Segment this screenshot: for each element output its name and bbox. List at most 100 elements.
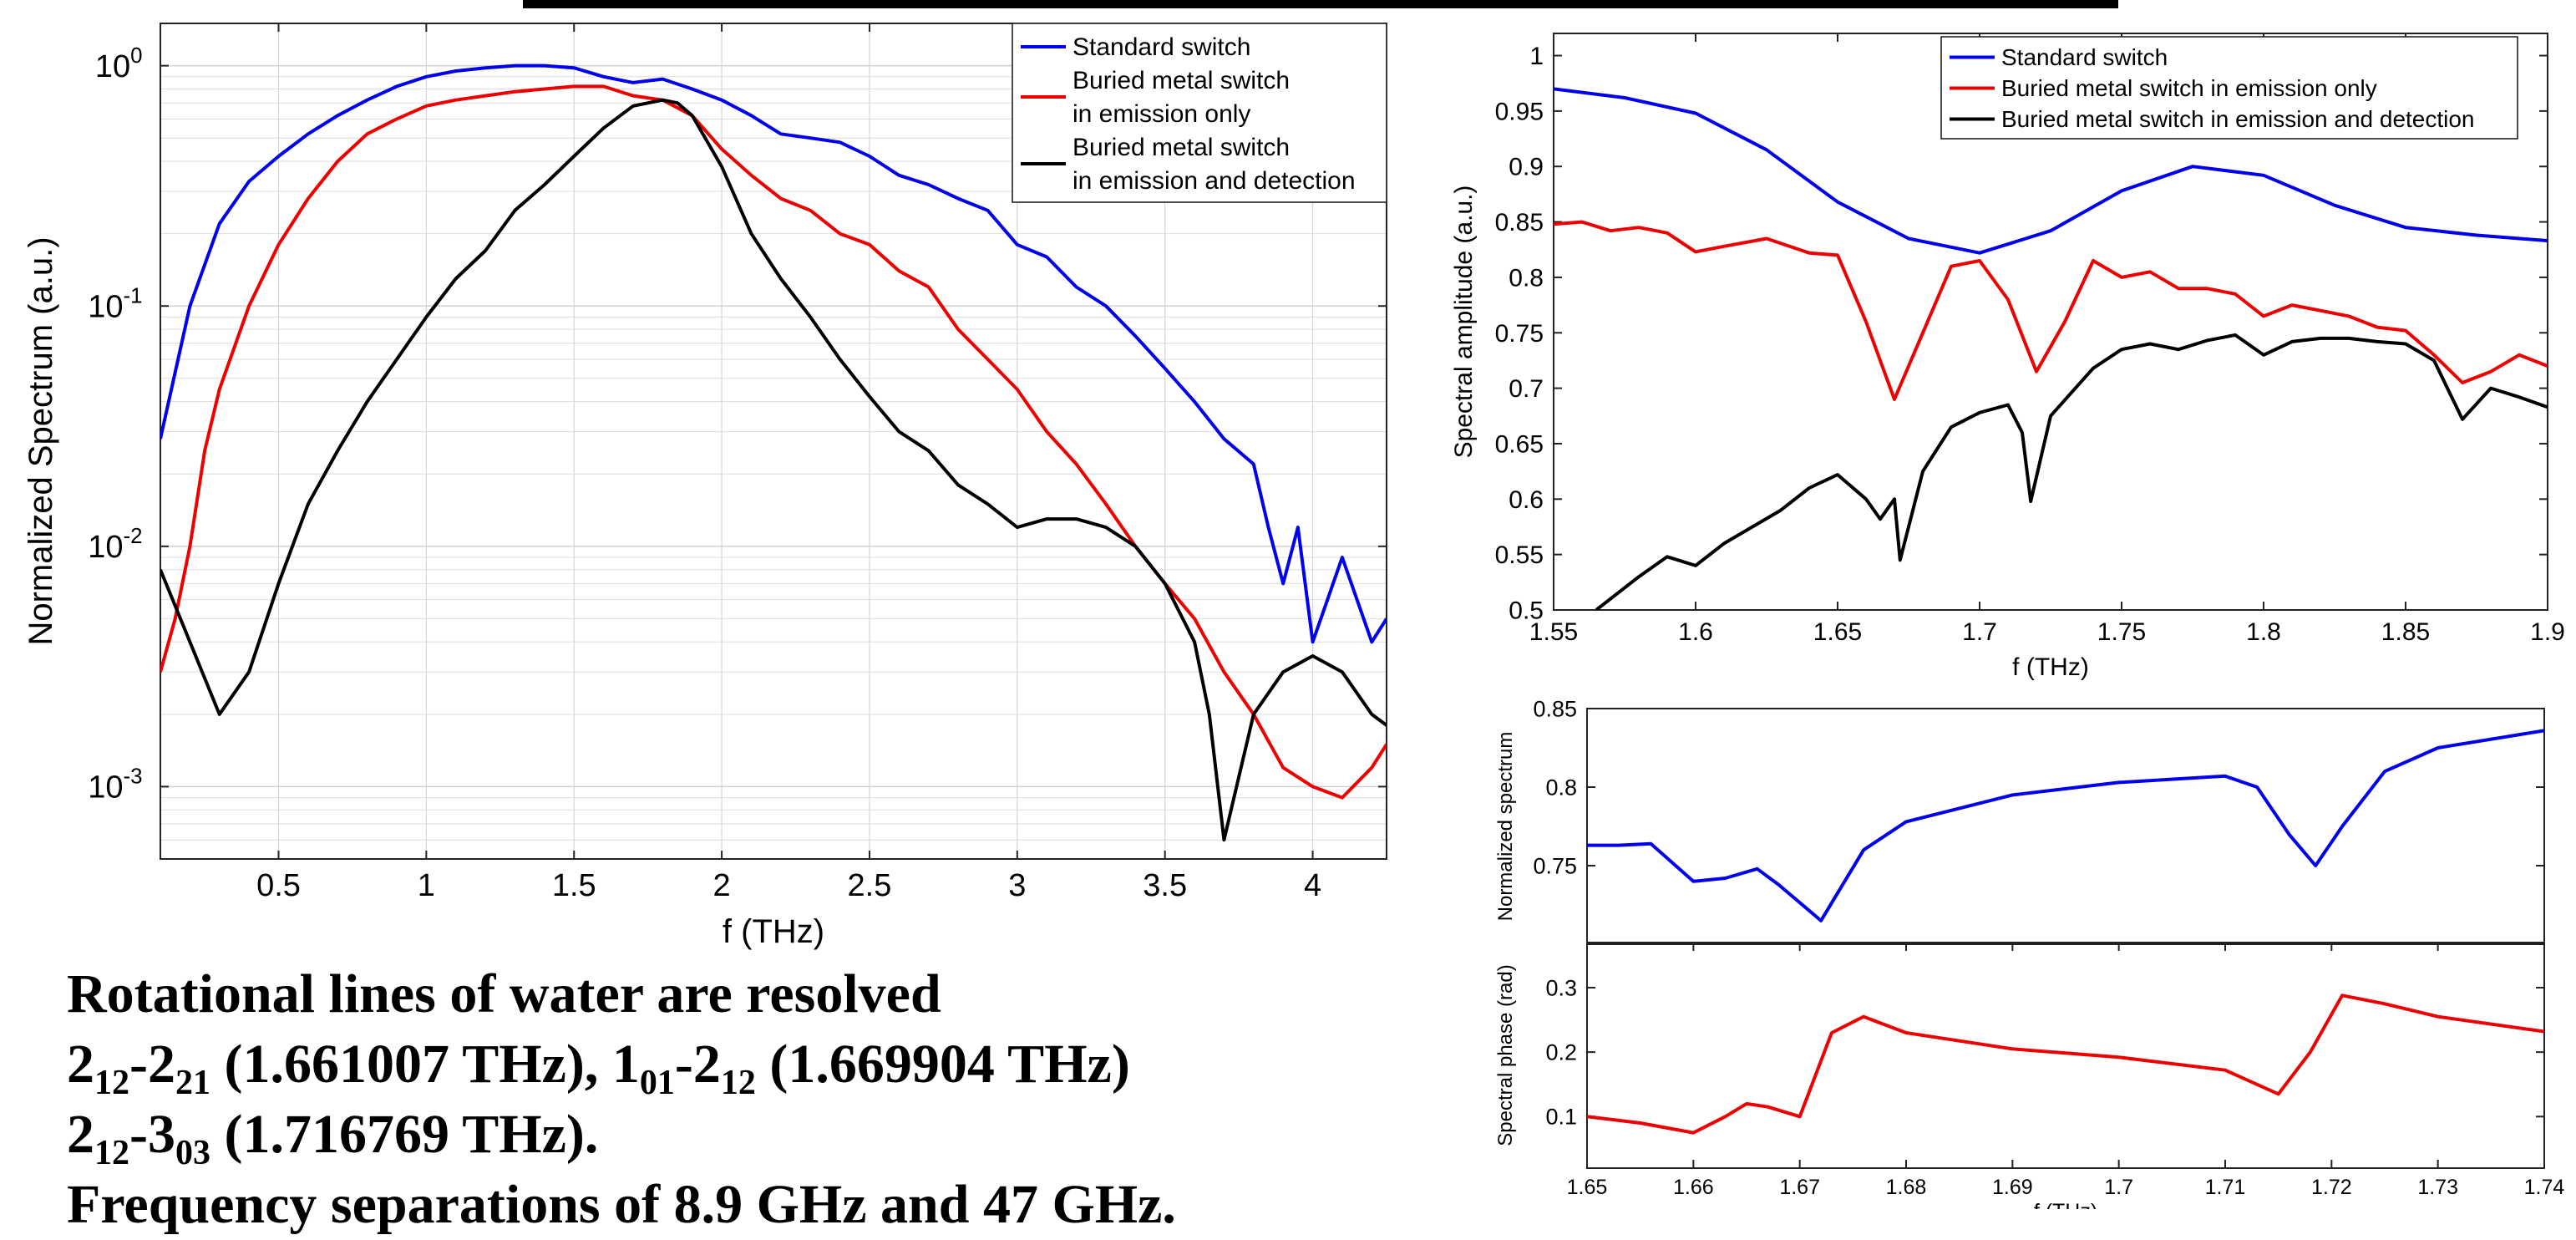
x-tick-label: 1.6	[1678, 618, 1713, 646]
series-line-3	[1595, 333, 2548, 610]
caption-text-part: -3	[129, 1104, 175, 1165]
caption-text: Rotational lines of water are resolved 2…	[67, 959, 1445, 1240]
x-tick-label: 4	[1304, 868, 1321, 903]
y-tick-exponent: -2	[124, 525, 143, 548]
y-tick-exponent: -1	[124, 284, 143, 307]
legend-label-3: in emission and detection	[1072, 167, 1356, 195]
y-tick-label: 0.75	[1495, 320, 1544, 348]
caption-line-1: Rotational lines of water are resolved	[67, 963, 941, 1024]
plot-frame	[1586, 942, 2545, 1169]
series-line-2	[160, 84, 1387, 800]
series-line-1	[1587, 729, 2544, 922]
caption-text-part: (1.716769 THz).	[210, 1104, 599, 1165]
caption-subscript: 01	[639, 1064, 675, 1102]
x-tick-label: 1.68	[1886, 1176, 1927, 1199]
x-tick-label: 1.73	[2417, 1176, 2458, 1199]
x-tick-label: 1.66	[1673, 1176, 1714, 1199]
legend-box	[1012, 23, 1387, 203]
legend-label-1: Standard switch	[1072, 33, 1250, 61]
series-line-1	[160, 64, 1387, 644]
y-tick-base: 10	[88, 290, 123, 325]
legend-label-2: Buried metal switch	[1072, 67, 1290, 94]
x-tick-label: 1.65	[1567, 1176, 1608, 1199]
caption-text-part: 2	[67, 1104, 94, 1165]
x-tick-label: 1.69	[1992, 1176, 2033, 1199]
normalized-spectrum-chart: 0.75 0.8 0.85 Normalized spectrum	[1494, 696, 2545, 945]
y-tick-label: 0.7	[1509, 375, 1544, 403]
y-tick-label: 0.6	[1509, 486, 1544, 514]
plot-frame	[1553, 33, 2548, 611]
x-tick-label: 2.5	[848, 868, 892, 903]
y-axis-label: Spectral amplitude (a.u.)	[1453, 185, 1478, 459]
x-tick-label: 1.67	[1779, 1176, 1820, 1199]
caption-subscript: 12	[94, 1064, 129, 1102]
x-tick-label: 1.9	[2530, 618, 2565, 646]
caption-line-4: Frequency separations of 8.9 GHz and 47 …	[67, 1174, 1176, 1235]
spectral-phase-chart: 1.65 1.66 1.67 1.68 1.69 1.7 1.71 1.72 1.73 1.74 0…	[1494, 942, 2565, 1209]
y-tick-label: 0.8	[1545, 775, 1577, 800]
x-tick-label: 1.55	[1529, 618, 1578, 646]
y-tick-label: 0.65	[1495, 430, 1544, 458]
legend-label-2: Buried metal switch in emission only	[2001, 75, 2377, 101]
y-tick-label: 0.85	[1495, 209, 1544, 236]
x-axis-label: f (THz)	[2012, 653, 2089, 681]
x-tick-label: 1.75	[2097, 618, 2146, 646]
x-tick-label: 1.71	[2205, 1176, 2246, 1199]
y-tick-label: 0.75	[1533, 853, 1577, 878]
x-tick-label: 1.7	[1962, 618, 1997, 646]
legend-label-3: Buried metal switch in emission and dete…	[2001, 106, 2475, 132]
x-tick-label: 1.74	[2524, 1176, 2565, 1199]
legend-label-1: Standard switch	[2001, 44, 2168, 70]
plot-frame	[160, 23, 1387, 860]
legend-label-2: in emission only	[1072, 100, 1250, 128]
x-axis-label: f (THz)	[2034, 1200, 2097, 1209]
y-tick-label: 0.9	[1509, 154, 1544, 181]
y-tick-label: 0.2	[1545, 1040, 1577, 1065]
x-axis-label: f (THz)	[723, 913, 824, 950]
caption-text-part: (1.669904 THz)	[755, 1034, 1130, 1095]
x-tick-label: 1.85	[2381, 618, 2430, 646]
caption-line-2: 212-221 (1.661007 THz), 101-212 (1.66990…	[67, 1029, 1445, 1100]
y-tick-exponent: -3	[124, 765, 143, 789]
x-tick-label: 3	[1008, 868, 1026, 903]
x-tick-label: 3.5	[1143, 868, 1187, 903]
y-tick-label: 0.55	[1495, 541, 1544, 569]
y-tick-label: 10-1	[88, 284, 142, 324]
caption-text-part: (1.661007 THz), 1	[210, 1034, 640, 1095]
y-axis-label: Normalized spectrum	[1494, 732, 1517, 922]
y-tick-label: 1	[1529, 43, 1544, 70]
y-tick-label: 0.85	[1533, 696, 1577, 721]
y-tick-base: 10	[88, 770, 123, 805]
caption-text-part: 2	[67, 1034, 94, 1095]
series-line-1	[1587, 994, 2544, 1135]
y-tick-label: 100	[95, 44, 143, 84]
y-tick-exponent: 0	[130, 44, 142, 68]
x-tick-label: 1.72	[2311, 1176, 2352, 1199]
y-tick-label: 0.5	[1509, 597, 1544, 625]
caption-subscript: 12	[720, 1064, 756, 1102]
spectral-amplitude-chart: 1.55 1.6 1.65 1.7 1.75 1.8 1.85 1.9 0.5 0.55 0.6 0.…	[1453, 33, 2565, 681]
caption-subscript: 21	[175, 1064, 210, 1102]
x-tick-label: 1.7	[2104, 1176, 2133, 1199]
series-line-2	[1554, 220, 2548, 401]
y-axis-label: Normalized Spectrum (a.u.)	[23, 236, 59, 645]
x-tick-label: 0.5	[256, 868, 301, 903]
legend-box	[1940, 36, 2518, 140]
y-tick-label: 10-3	[88, 765, 142, 805]
legend-label-3: Buried metal switch	[1072, 134, 1290, 161]
x-tick-label: 1.65	[1813, 618, 1862, 646]
series-line-3	[160, 98, 1387, 842]
y-axis-label: Spectral phase (rad)	[1494, 964, 1517, 1146]
y-tick-label: 0.95	[1495, 98, 1544, 125]
x-tick-label: 2	[713, 868, 731, 903]
caption-text-part: -2	[129, 1034, 175, 1095]
plot-frame	[1586, 708, 2545, 945]
x-tick-label: 1	[418, 868, 435, 903]
y-tick-base: 10	[88, 530, 123, 565]
caption-subscript: 12	[94, 1134, 129, 1172]
y-tick-label: 0.8	[1509, 264, 1544, 292]
y-tick-label: 0.3	[1545, 975, 1577, 1000]
caption-line-3: 212-303 (1.716769 THz).	[67, 1100, 1445, 1172]
y-tick-label: 0.1	[1545, 1105, 1577, 1130]
